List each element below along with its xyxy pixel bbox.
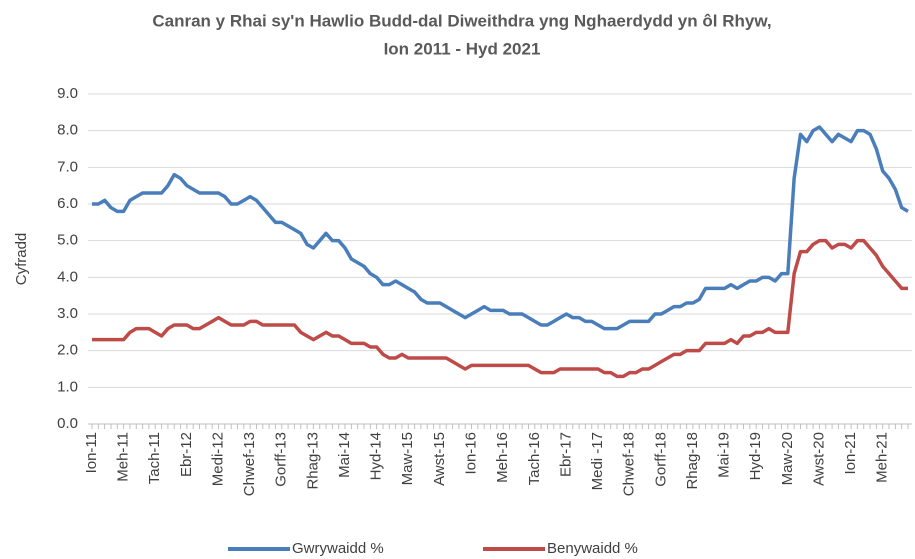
- x-tick-label: Medi -17: [589, 432, 606, 490]
- x-tick-label: Rhag-13: [304, 432, 321, 490]
- x-tick-label: Meh-21: [874, 432, 891, 483]
- x-tick-label: Mai-14: [336, 432, 353, 478]
- chart-title: Canran y Rhai sy'n Hawlio Budd-dal Diwei…: [152, 11, 771, 30]
- y-tick-label: 6.0: [57, 195, 78, 212]
- legend-label: Benywaidd %: [547, 540, 638, 557]
- y-tick-label: 2.0: [57, 342, 78, 359]
- chart-subtitle: Ion 2011 - Hyd 2021: [384, 39, 541, 58]
- x-tick-label: Hyd-19: [747, 432, 764, 480]
- x-tick-label: Awst-15: [431, 432, 448, 486]
- x-tick-label: Chwef-18: [621, 432, 638, 496]
- x-tick-label: Mai-19: [716, 432, 733, 478]
- y-tick-label: 3.0: [57, 305, 78, 322]
- series-line: [92, 238, 908, 379]
- series-line: [92, 125, 909, 331]
- y-tick-label: 9.0: [57, 85, 78, 102]
- y-axis-label: Cyfradd: [13, 233, 30, 286]
- x-tick-label: Gorff-18: [652, 432, 669, 487]
- x-tick-label: Medi-12: [209, 432, 226, 486]
- x-tick-label: Awst-20: [810, 432, 827, 486]
- x-tick-label: Ion-11: [83, 432, 100, 473]
- x-tick-label: Tach-11: [146, 432, 163, 484]
- x-tick-label: Ebr-12: [178, 432, 195, 477]
- x-tick-label: Gorff-13: [273, 432, 290, 487]
- x-tick-label: Ion-21: [842, 432, 859, 475]
- x-tick-label: Chwef-13: [241, 432, 258, 496]
- x-tick-label: Hyd-14: [368, 432, 385, 480]
- y-tick-label: 4.0: [57, 268, 78, 285]
- x-tick-label: Maw-15: [399, 432, 416, 485]
- x-tick-label: Ebr-17: [557, 432, 574, 477]
- y-tick-label: 8.0: [57, 122, 78, 139]
- x-tick-label: Maw-20: [779, 432, 796, 485]
- x-tick-label: Meh-11: [115, 432, 132, 482]
- y-tick-label: 7.0: [57, 158, 78, 175]
- x-tick-label: Meh-16: [494, 432, 511, 483]
- x-tick-label: Rhag-18: [684, 432, 701, 490]
- y-tick-label: 5.0: [57, 232, 78, 249]
- x-tick-label: Ion-16: [463, 432, 480, 475]
- x-tick-label: Tach-16: [526, 432, 543, 485]
- y-tick-label: 1.0: [57, 378, 78, 395]
- legend-label: Gwrywaidd %: [292, 540, 384, 557]
- y-tick-label: 0.0: [57, 415, 78, 432]
